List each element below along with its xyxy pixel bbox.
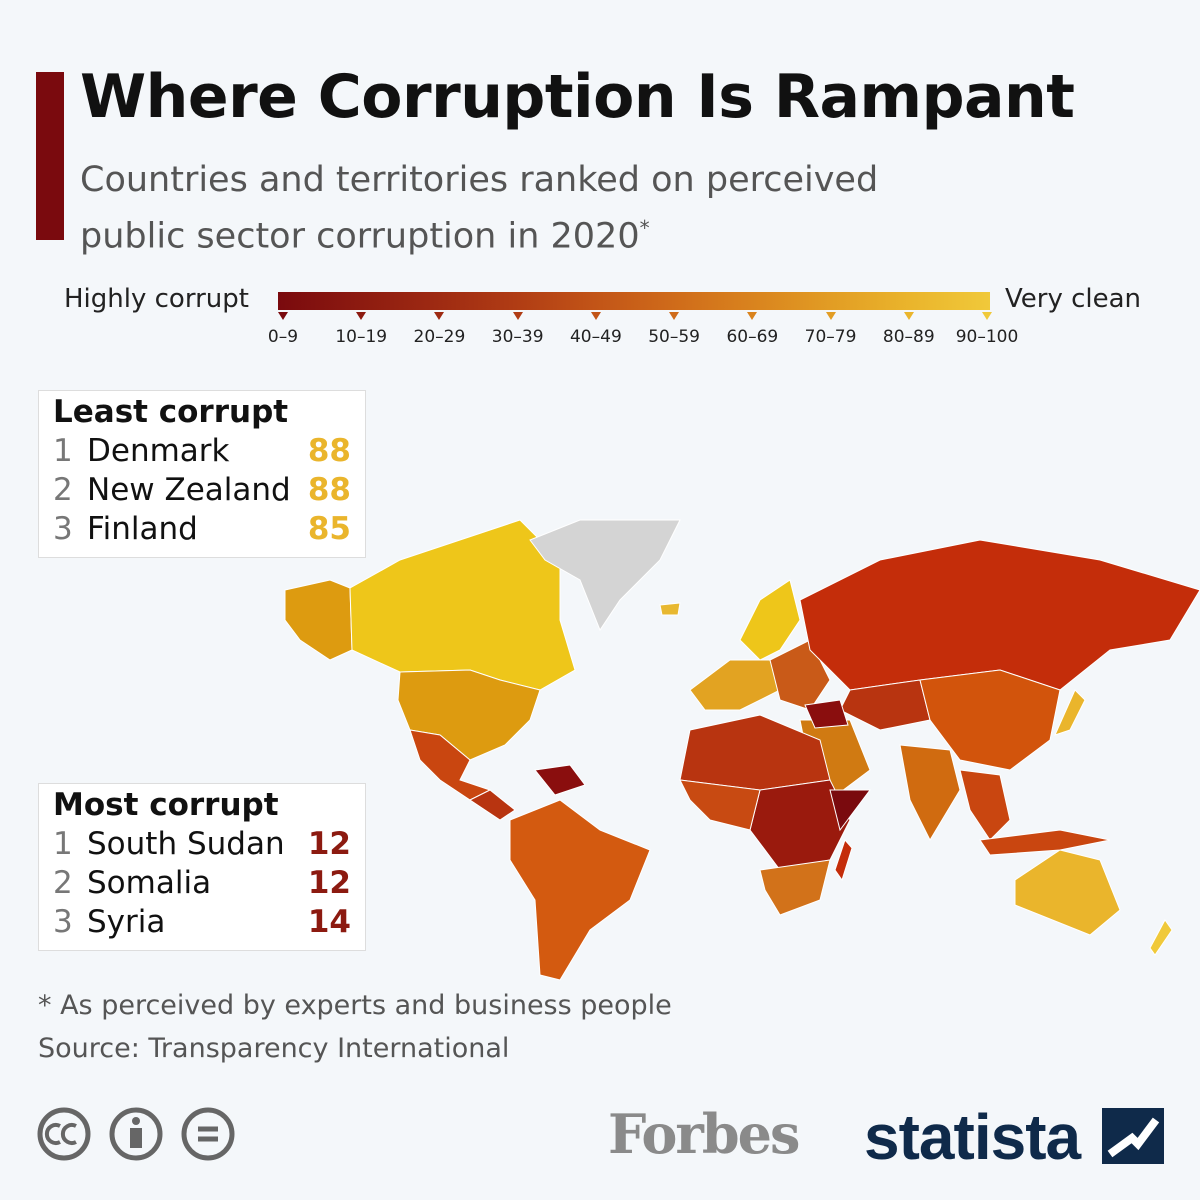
- india: [899, 744, 961, 842]
- title: Where Corruption Is Rampant: [80, 62, 1075, 132]
- country: Denmark: [87, 433, 230, 469]
- least-corrupt-box: Least corrupt 1 Denmark 88 2 New Zealand 88 3 F…: [38, 390, 366, 558]
- legend-range-label: 0–9: [267, 327, 299, 347]
- legend-range-label: 20–29: [413, 327, 466, 347]
- legend-range-label: 60–69: [726, 327, 779, 347]
- brand-icon-glyph: [1107, 1117, 1160, 1158]
- by-glyph: [130, 1128, 142, 1148]
- rank-row: 1 South Sudan 12: [53, 825, 351, 864]
- cc-icon: [37, 1107, 91, 1161]
- legend-tick: [278, 312, 288, 320]
- rank: 3: [53, 904, 73, 940]
- most-corrupt-box: Most corrupt 1 South Sudan 12 2 Somalia 12 3 Sy…: [38, 783, 366, 951]
- icons: [37, 1107, 235, 1161]
- rank: 1: [53, 433, 73, 469]
- country: Syria: [87, 904, 166, 940]
- indonesia: [979, 829, 1111, 856]
- rank: 3: [53, 511, 73, 547]
- iceland: [659, 602, 681, 616]
- rank: 2: [53, 865, 73, 901]
- source: Source: Transparency International: [38, 1033, 510, 1064]
- rank: 2: [53, 472, 73, 508]
- license-icons: [37, 1107, 235, 1161]
- legend-high-label: Very clean: [1005, 284, 1142, 314]
- legend-range-label: 40–49: [569, 327, 622, 347]
- subtitle: Countries and territories ranked on perc…: [80, 156, 960, 261]
- syria-iraq: [804, 699, 849, 729]
- legend-tick: [825, 312, 836, 320]
- rank-row: 2 Somalia 12: [53, 864, 351, 903]
- legend-tick: [590, 312, 601, 320]
- rank-row: 1 Denmark 88: [53, 432, 351, 471]
- madagascar: [834, 839, 853, 882]
- usa: [397, 669, 541, 761]
- greenland: [529, 519, 681, 632]
- map-shapes: [284, 519, 1200, 981]
- score: 88: [307, 472, 351, 508]
- legend-range-label: 50–59: [648, 327, 700, 347]
- venezuela: [534, 764, 586, 796]
- rank-row: 3 Finland 85: [53, 510, 351, 549]
- legend-low-label: Highly corrupt: [64, 284, 249, 314]
- country: New Zealand: [87, 472, 291, 508]
- legend-range-label: 10–19: [335, 327, 388, 347]
- rank-list: 1 Denmark 88 2 New Zealand 88 3 Finland 85: [53, 432, 351, 549]
- score: 12: [307, 865, 351, 901]
- legend-tick: [903, 312, 914, 320]
- china: [919, 669, 1061, 771]
- cc-glyph: [44, 1123, 77, 1145]
- legend-tick: [512, 312, 523, 320]
- nd-icon: [181, 1107, 235, 1161]
- rank-row: 2 New Zealand 88: [53, 471, 351, 510]
- brand-logo: statista: [864, 1101, 1081, 1173]
- score: 12: [307, 826, 351, 862]
- scandinavia: [739, 579, 801, 661]
- rank-list: 1 South Sudan 12 2 Somalia 12 3 Syria 14: [53, 825, 351, 942]
- legend-tick: [747, 312, 758, 320]
- brand-icon: [1102, 1108, 1164, 1164]
- score: 88: [307, 433, 351, 469]
- central-america: [469, 789, 516, 821]
- legend-range-label: 70–79: [804, 327, 857, 347]
- legend-range-label: 30–39: [491, 327, 544, 347]
- legend-tick: [434, 312, 445, 320]
- australia: [1014, 849, 1121, 936]
- south-america: [509, 799, 651, 981]
- rank-row: 3 Syria 14: [53, 903, 351, 942]
- japan: [1054, 689, 1086, 736]
- box-title: Most corrupt: [53, 787, 279, 823]
- alaska: [284, 579, 353, 661]
- legend-tick: [982, 312, 992, 320]
- country: Somalia: [87, 865, 212, 901]
- southeast-asia: [959, 769, 1011, 841]
- new-zealand: [1149, 919, 1173, 956]
- by-icon: [109, 1107, 163, 1161]
- footnote: * As perceived by experts and business p…: [38, 990, 672, 1021]
- accent-bar: [36, 72, 64, 240]
- legend-tick: [356, 312, 367, 320]
- legend-tick: [669, 312, 680, 320]
- partner-logo: Forbes: [608, 1102, 800, 1166]
- score: 14: [307, 904, 351, 940]
- western-europe: [689, 659, 781, 711]
- legend-range-label: 90–100: [955, 327, 1019, 347]
- country: Finland: [87, 511, 198, 547]
- box-title: Least corrupt: [53, 394, 289, 430]
- west-africa: [679, 779, 761, 831]
- by-glyph: [132, 1117, 140, 1125]
- country: South Sudan: [87, 826, 285, 862]
- score: 85: [307, 511, 351, 547]
- legend-range-label: 80–89: [882, 327, 935, 347]
- southern-africa: [759, 859, 831, 916]
- rank: 1: [53, 826, 73, 862]
- subtitle-text: Countries and territories ranked on perc…: [80, 160, 879, 257]
- russia: [799, 539, 1200, 691]
- somalia: [829, 789, 871, 832]
- eastern-europe: [769, 639, 831, 711]
- legend-gradient: [278, 292, 990, 310]
- subtitle-mark: *: [639, 216, 650, 240]
